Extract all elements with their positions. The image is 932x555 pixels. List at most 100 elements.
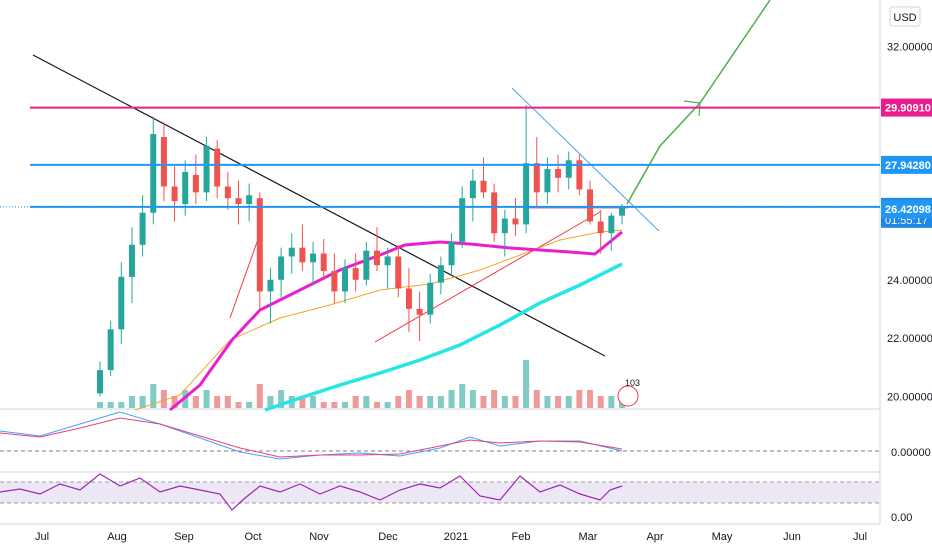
time-tick-label: Jul <box>35 531 49 543</box>
rsi-pane <box>0 473 880 511</box>
time-tick-label: May <box>712 531 733 543</box>
volume-bar <box>256 384 263 408</box>
time-tick-label: Dec <box>378 531 398 543</box>
candle-body <box>491 192 498 234</box>
currency-button[interactable]: USD <box>889 6 921 27</box>
candle-body <box>288 247 295 257</box>
candle-body <box>619 206 625 216</box>
candle-body <box>192 174 199 193</box>
candle-body <box>544 169 551 193</box>
candle-body <box>352 268 359 280</box>
volume-bar <box>310 396 317 408</box>
candle-body <box>310 253 317 263</box>
price-marker-label: 26.42098 <box>885 204 931 216</box>
candle-body <box>565 160 572 178</box>
rsi-band <box>0 482 880 503</box>
candle-body <box>363 250 370 280</box>
candle-body <box>182 171 189 204</box>
volume-bar <box>150 384 157 408</box>
time-axis[interactable]: Jul Aug Sep Oct Nov Dec 2021 Feb Mar Apr May Jun Jul <box>35 531 867 543</box>
candle-body <box>597 221 604 234</box>
candle-body <box>523 163 530 225</box>
volume-bar <box>587 390 594 408</box>
volume-bar <box>235 402 242 408</box>
rising-support-line[interactable] <box>374 211 601 343</box>
currency-label: USD <box>893 12 916 24</box>
volume-bar <box>139 396 146 408</box>
volume-bar <box>565 396 572 408</box>
candle-body <box>416 308 423 315</box>
volume-bar <box>512 396 519 408</box>
time-tick-label: 2021 <box>444 531 468 543</box>
candle-body <box>267 279 274 292</box>
candle-body <box>480 180 487 193</box>
projection-arrow[interactable] <box>626 0 771 205</box>
candle-body <box>555 169 562 178</box>
descending-trendline[interactable] <box>32 54 606 357</box>
volume-bar <box>171 396 178 408</box>
volume-bar <box>203 390 210 408</box>
volume-bar <box>395 396 402 408</box>
volume-bar <box>214 396 221 408</box>
time-tick-label: Feb <box>512 531 531 543</box>
candle-layer <box>97 104 625 397</box>
candle-body <box>256 198 263 292</box>
volume-bar <box>299 396 306 408</box>
time-tick-label: Oct <box>244 531 261 543</box>
candle-body <box>320 253 327 272</box>
ma-orange <box>134 229 623 411</box>
volume-bar <box>437 396 444 408</box>
volume-bar <box>405 390 412 408</box>
price-marker-label: 29.90910 <box>885 103 931 115</box>
volume-bar <box>608 396 615 408</box>
volume-bar <box>118 402 125 408</box>
signal-line <box>0 417 623 458</box>
volume-bar <box>576 390 583 408</box>
price-tick-label: 24.00000 <box>887 275 932 287</box>
candle-body <box>533 163 540 193</box>
candle-body <box>224 186 231 199</box>
volume-bar <box>555 396 562 408</box>
candle-body <box>150 134 157 213</box>
time-tick-label: Jun <box>783 531 801 543</box>
series-widget[interactable]: 103 <box>617 378 640 407</box>
candle-body <box>576 160 583 190</box>
volume-bar <box>246 402 253 408</box>
volume-bar <box>160 390 167 408</box>
candle-body <box>139 212 146 245</box>
candle-body <box>118 276 125 330</box>
rsi-zero-label: 0.00 <box>891 512 912 524</box>
candle-body <box>427 282 434 315</box>
price-marker-tag <box>881 155 932 174</box>
candle-body <box>214 148 221 187</box>
candle-body <box>587 189 594 222</box>
candle-body <box>373 250 380 266</box>
candle-body <box>97 370 103 394</box>
time-tick-label: Jul <box>853 531 867 543</box>
projection-arrow-head <box>683 100 701 117</box>
volume-bar <box>597 396 604 408</box>
candle-body <box>128 244 135 277</box>
short-trendline[interactable] <box>229 227 263 319</box>
price-marker-tag <box>881 200 932 219</box>
volume-bar <box>491 390 498 408</box>
volume-bar <box>267 396 274 408</box>
candle-body <box>395 256 402 289</box>
ma-magenta <box>169 230 623 412</box>
candle-body <box>512 218 519 225</box>
macd-zero-label: 0.00000 <box>891 447 931 459</box>
price-tick-label: 22.00000 <box>887 333 932 345</box>
candle-body <box>246 195 253 204</box>
candle-body <box>501 218 508 234</box>
candle-body <box>459 198 466 242</box>
volume-bar <box>363 396 370 408</box>
candle-body <box>437 265 444 283</box>
volume-bar <box>544 396 551 408</box>
time-tick-label: Nov <box>309 531 329 543</box>
candle-body <box>203 145 210 193</box>
drawings-layer <box>32 0 771 357</box>
price-axis[interactable]: 32.00000 24.00000 22.00000 20.00000 29.90910… <box>881 42 932 404</box>
volume-bar <box>342 402 349 408</box>
